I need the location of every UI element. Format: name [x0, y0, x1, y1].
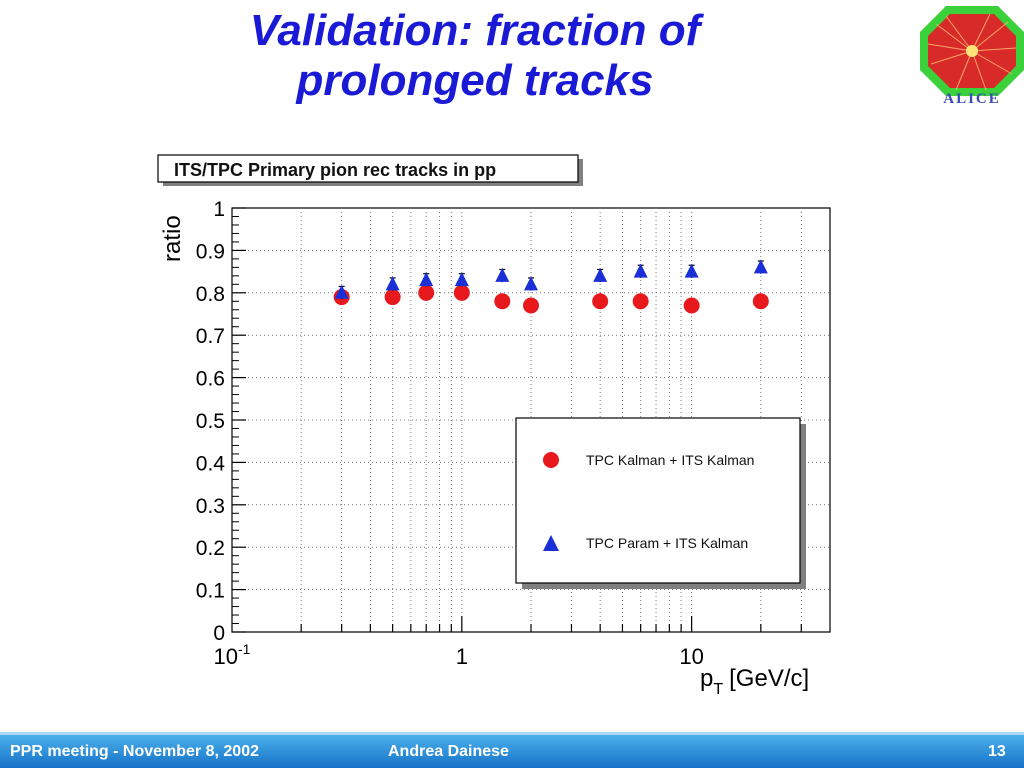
y-tick-label: 0.5 — [196, 410, 225, 433]
data-point-kalman — [418, 284, 435, 301]
data-point-kalman — [592, 293, 609, 310]
y-tick-label: 0.4 — [196, 452, 226, 475]
y-tick-label: 0.3 — [196, 495, 225, 518]
data-point-param — [684, 263, 699, 278]
data-point-param — [495, 267, 510, 282]
legend-marker-triangle — [543, 535, 559, 551]
x-axis-label-sub: T — [713, 681, 723, 698]
data-point-param — [454, 272, 469, 287]
data-point-param — [524, 276, 538, 291]
chart: ITS/TPC Primary pion rec tracks in pp 00… — [157, 154, 831, 698]
y-tick-label: 0 — [213, 622, 225, 645]
data-point-param — [753, 259, 768, 274]
data-point-param — [593, 267, 608, 282]
data-point-kalman — [752, 293, 769, 310]
y-axis-label: ratio — [159, 215, 186, 262]
data-point-param — [334, 284, 349, 299]
logo-text: ALICE — [943, 91, 1001, 106]
data-point-kalman — [523, 297, 539, 314]
data-point-param — [419, 272, 434, 287]
footer-page-number: 13 — [988, 743, 1006, 760]
y-tick-label: 0.7 — [196, 325, 225, 348]
y-tick-label: 0.2 — [196, 537, 225, 560]
data-point-param — [633, 263, 648, 278]
chart-title-box: ITS/TPC Primary pion rec tracks in pp — [157, 154, 583, 186]
data-point-kalman — [494, 293, 511, 310]
legend-label-kalman: TPC Kalman + ITS Kalman — [586, 452, 754, 468]
legend-marker-circle — [543, 452, 559, 468]
y-tick-label: 1 — [213, 198, 225, 221]
y-tick-label: 0.9 — [196, 240, 225, 263]
x-tick-label: 10-1 — [214, 641, 251, 669]
legend-label-param: TPC Param + ITS Kalman — [586, 535, 748, 551]
data-point-kalman — [384, 289, 401, 306]
chart-title: ITS/TPC Primary pion rec tracks in pp — [174, 160, 496, 180]
data-point-param — [385, 276, 400, 291]
x-tick-label: 1 — [456, 644, 468, 669]
footer-meeting: PPR meeting - November 8, 2002 — [10, 743, 259, 760]
axes: 0 0.1 0.2 0.3 0.4 0.5 0.6 0.7 0.8 0.9 1 10-1 1 10 — [196, 198, 802, 669]
x-axis-label-unit: [GeV/c] — [729, 665, 809, 692]
x-axis-label: pT [GeV/c] — [700, 665, 809, 698]
data-series — [333, 259, 769, 314]
data-point-kalman — [453, 284, 470, 301]
footer-author: Andrea Dainese — [388, 743, 509, 760]
title-line-1: Validation: fraction of — [249, 6, 701, 55]
legend: TPC Kalman + ITS Kalman TPC Param + ITS … — [515, 417, 806, 589]
alice-logo: ALICE — [920, 6, 1024, 106]
y-tick-label: 0.6 — [196, 368, 225, 391]
x-tick-label: 10 — [679, 644, 703, 669]
x-axis-label-p: p — [700, 665, 713, 692]
title-line-2: prolonged tracks — [296, 56, 654, 105]
data-point-kalman — [632, 293, 649, 310]
footer-bar: PPR meeting - November 8, 2002 Andrea Da… — [0, 732, 1024, 768]
y-tick-label: 0.1 — [196, 580, 225, 603]
svg-text:pT[GeV/c]: pT [GeV/c] — [700, 665, 809, 698]
slide-title: Validation: fraction of prolonged tracks — [150, 6, 800, 106]
y-tick-label: 0.8 — [196, 283, 225, 306]
data-point-kalman — [683, 297, 700, 314]
